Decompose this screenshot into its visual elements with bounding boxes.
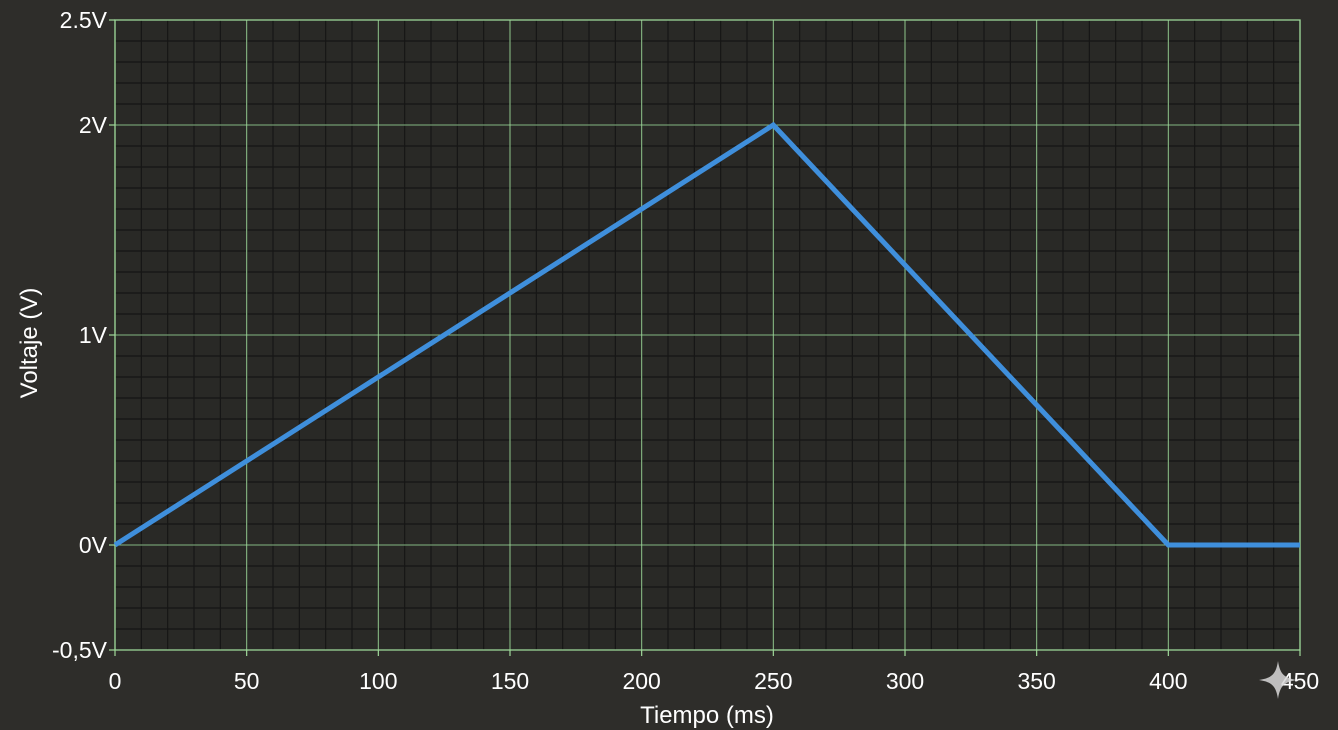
x-tick-label: 100: [359, 668, 397, 694]
y-tick-label: 1V: [79, 322, 108, 348]
y-axis-ticks: -0,5V 0V 1V 2V 2.5V: [52, 7, 115, 663]
y-tick-label: -0,5V: [52, 637, 108, 663]
x-tick-label: 200: [622, 668, 660, 694]
x-tick-label: 300: [886, 668, 924, 694]
y-tick-label: 0V: [79, 532, 108, 558]
sparkle-icon: [1259, 661, 1297, 699]
x-tick-label: 350: [1017, 668, 1055, 694]
x-axis-title: Tiempo (ms): [640, 702, 774, 729]
x-tick-label: 250: [754, 668, 792, 694]
major-grid: [114, 19, 1301, 651]
x-tick-label: 150: [491, 668, 529, 694]
series-line: [113, 121, 1300, 548]
y-axis-title: Voltaje (V): [16, 288, 43, 399]
y-tick-label: 2.5V: [60, 7, 108, 33]
x-axis-ticks: 0 50 100 150 200 250 300 350 400 450: [109, 650, 1319, 694]
series-group: [113, 121, 1301, 548]
x-tick-label: 0: [109, 668, 122, 694]
y-tick-label: 2V: [79, 112, 108, 138]
x-tick-label: 400: [1149, 668, 1187, 694]
x-tick-label: 50: [234, 668, 260, 694]
